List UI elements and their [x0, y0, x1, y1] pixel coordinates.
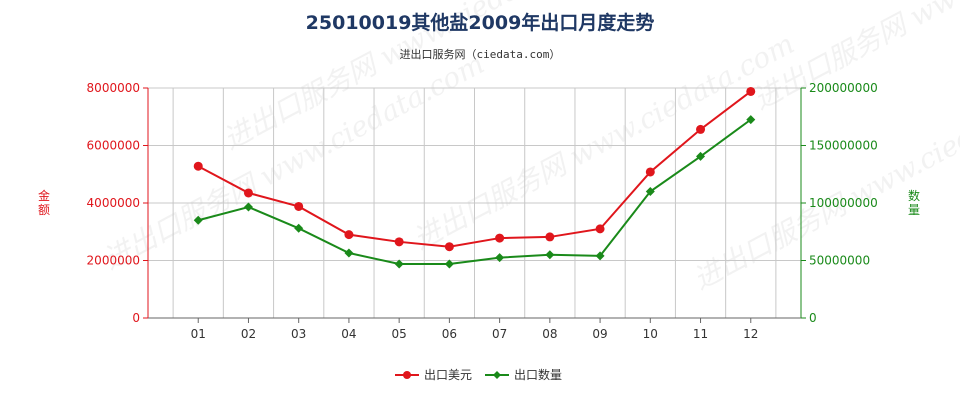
- data-point-usd: [746, 86, 756, 96]
- data-point-usd: [595, 224, 605, 234]
- left-axis-label-char: 金: [38, 188, 50, 203]
- data-point-qty: [645, 187, 655, 196]
- legend: 出口美元 出口数量: [395, 367, 562, 382]
- data-point-usd: [645, 167, 655, 177]
- data-point-qty: [746, 115, 756, 125]
- left-tick-label: 6000000: [87, 139, 140, 153]
- legend-marker: [403, 371, 411, 379]
- data-point-qty: [545, 250, 555, 260]
- x-tick-label: 08: [542, 327, 557, 341]
- legend-label: 出口美元: [424, 368, 472, 382]
- x-tick-label: 05: [392, 327, 407, 341]
- legend-item-2: 出口数量: [485, 367, 562, 382]
- series-layer: [193, 86, 756, 269]
- left-axis-label: 金额: [38, 188, 50, 217]
- data-point-usd: [193, 161, 203, 171]
- right-tick-label: 150000000: [809, 139, 878, 153]
- left-axis-label-char: 额: [38, 203, 50, 217]
- x-tick-label: 03: [291, 327, 306, 341]
- x-tick-label: 02: [241, 327, 256, 341]
- data-point-qty: [444, 259, 454, 269]
- left-tick-label: 0: [132, 311, 140, 325]
- x-tick-label: 09: [592, 327, 607, 341]
- data-point-qty: [294, 223, 304, 233]
- data-point-usd: [495, 233, 505, 243]
- data-point-usd: [444, 242, 454, 252]
- chart-subtitle: 进出口服务网（ciedata.com）: [400, 47, 561, 61]
- data-point-qty: [394, 259, 404, 269]
- left-tick-label: 4000000: [87, 196, 140, 210]
- left-tick-label: 8000000: [87, 81, 140, 95]
- data-point-qty: [243, 202, 253, 212]
- x-tick-label: 10: [643, 327, 658, 341]
- data-point-usd: [545, 232, 555, 242]
- data-point-usd: [696, 124, 706, 134]
- right-tick-label: 50000000: [809, 254, 870, 268]
- right-axis-label: 数量: [908, 188, 920, 217]
- right-tick-label: 200000000: [809, 81, 878, 95]
- legend-marker: [493, 371, 501, 379]
- left-tick-label: 2000000: [87, 254, 140, 268]
- data-point-qty: [495, 253, 505, 263]
- data-point-qty: [344, 248, 354, 258]
- x-tick-label: 06: [442, 327, 457, 341]
- chart-title: 25010019其他盐2009年出口月度走势: [306, 11, 655, 34]
- x-tick-label: 12: [743, 327, 758, 341]
- right-axis-label-char: 数: [908, 188, 920, 203]
- series-line-1: [197, 90, 752, 248]
- right-axis-label-char: 量: [908, 203, 920, 217]
- legend-label: 出口数量: [514, 367, 562, 382]
- series-line-2: [197, 118, 752, 265]
- x-tick-label: 04: [341, 327, 356, 341]
- x-tick-label: 07: [492, 327, 507, 341]
- x-tick-label: 01: [191, 327, 206, 341]
- data-point-usd: [294, 201, 304, 211]
- data-point-usd: [394, 237, 404, 247]
- data-point-usd: [243, 188, 253, 198]
- data-point-qty: [595, 251, 605, 261]
- right-tick-label: 100000000: [809, 196, 878, 210]
- right-tick-label: 0: [809, 311, 817, 325]
- data-point-qty: [193, 215, 203, 225]
- legend-item-1: 出口美元: [395, 368, 472, 382]
- x-tick-label: 11: [693, 327, 708, 341]
- data-point-qty: [696, 151, 706, 161]
- axes: 0 2000000 4000000 6000000 8000000 0 50000000 10…: [38, 81, 920, 341]
- data-point-usd: [344, 230, 354, 240]
